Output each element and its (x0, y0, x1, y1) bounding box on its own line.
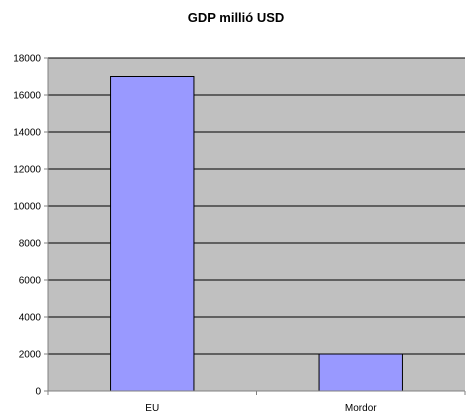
x-tick-label: EU (145, 403, 159, 414)
y-tick-label: 14000 (13, 128, 41, 139)
y-tick-label: 0 (35, 387, 41, 398)
y-tick-labels: 0 2000 4000 6000 8000 10000 12000 14000 16000 180… (13, 54, 41, 398)
chart-title: GDP millió USD (187, 10, 285, 25)
y-tick-label: 10000 (13, 202, 41, 213)
y-tick-label: 6000 (19, 276, 42, 287)
x-tick-labels: EU Mordor (145, 403, 377, 414)
axes (44, 57, 466, 395)
y-tick-label: 18000 (13, 54, 41, 65)
y-tick-label: 12000 (13, 165, 41, 176)
x-tick-label: Mordor (345, 403, 377, 414)
y-tick-label: 2000 (19, 350, 42, 361)
y-tick-label: 8000 (19, 239, 42, 250)
bar-eu (110, 76, 195, 392)
y-tick-label: 16000 (13, 91, 41, 102)
bar-mordor (318, 353, 403, 392)
y-tick-label: 4000 (19, 313, 42, 324)
bars (110, 76, 403, 392)
